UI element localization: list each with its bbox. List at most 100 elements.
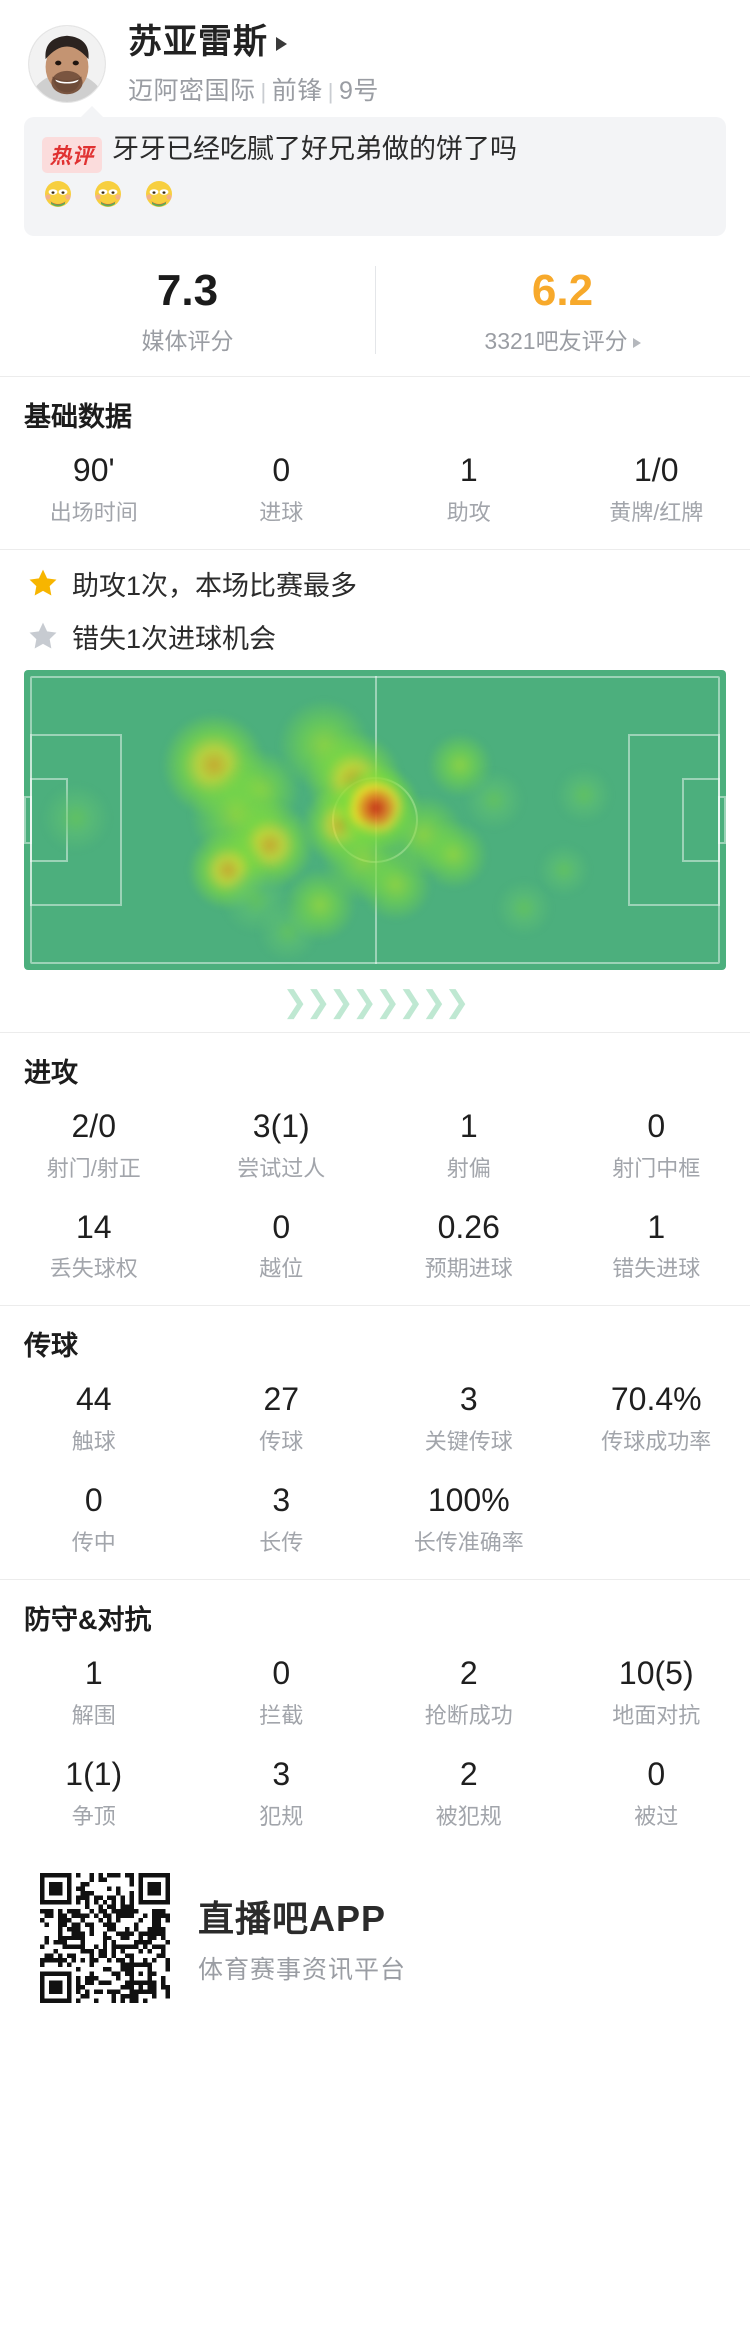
emoji-watermelon-face-1 — [42, 179, 74, 218]
stat-cell: 3 长传 — [188, 1468, 376, 1569]
stat-label: 预期进球 — [424, 1256, 513, 1282]
stat-cell: 1 错失进球 — [563, 1195, 750, 1296]
highlight-row-missed: 错失1次进球机会 — [0, 617, 750, 670]
stat-cell: 10(5) 地面对抗 — [563, 1641, 750, 1742]
stat-label: 射门/射正 — [46, 1155, 141, 1181]
qr-code[interactable] — [40, 1872, 170, 2003]
stat-cell: 44 触球 — [0, 1367, 188, 1468]
stat-label: 出场时间 — [49, 499, 138, 525]
stat-value: 3(1) — [252, 1107, 310, 1144]
heatmap-section: ❯❯❯❯❯❯❯❯ — [0, 669, 750, 1022]
stat-cell: 0 被过 — [563, 1742, 750, 1843]
stat-cell: 2 被犯规 — [375, 1742, 563, 1843]
media-rating-value: 7.3 — [156, 265, 219, 315]
player-name-row[interactable]: 苏亚雷斯 — [128, 22, 379, 63]
stat-value: 0 — [272, 451, 291, 488]
stat-value: 1 — [84, 1654, 103, 1691]
stat-value: 1 — [459, 451, 478, 488]
pitch-six-yard-box-left — [30, 777, 68, 862]
stat-label: 被犯规 — [435, 1803, 502, 1829]
emoji-watermelon-face-3 — [143, 179, 175, 218]
stat-label: 长传准确率 — [413, 1529, 524, 1555]
hot-comment-card[interactable]: 热评 牙牙已经吃腻了好兄弟做的饼了吗 — [24, 105, 726, 236]
stat-value: 0.26 — [437, 1208, 500, 1245]
player-meta: 迈阿密国际 | 前锋 | 9号 — [128, 71, 379, 107]
stat-cell: 3 犯规 — [188, 1742, 376, 1843]
stat-label: 助攻 — [446, 499, 491, 525]
direction-arrows-text: ❯❯❯❯❯❯❯❯ — [282, 985, 469, 1019]
media-rating-label: 媒体评分 — [0, 322, 375, 356]
stat-label: 争顶 — [71, 1803, 116, 1829]
stat-value: 2 — [459, 1654, 478, 1691]
stat-cell: 14 丢失球权 — [0, 1195, 188, 1296]
meta-separator-2: | — [327, 78, 334, 104]
section-title-basic: 基础数据 — [24, 401, 132, 432]
stat-label: 传中 — [71, 1529, 116, 1555]
stat-cell: 2/0 射门/射正 — [0, 1094, 188, 1195]
stat-cell: 1 解围 — [0, 1641, 188, 1742]
stat-cell-empty — [563, 1468, 750, 1569]
rating-fans[interactable]: 6.2 3321吧友评分 — [375, 262, 750, 366]
footer-app-name: 直播吧APP — [198, 1897, 387, 1939]
stat-value: 70.4% — [610, 1381, 702, 1418]
meta-separator-1: | — [260, 78, 267, 104]
stat-label: 关键传球 — [424, 1429, 513, 1455]
stat-value: 1 — [459, 1107, 478, 1144]
pitch-goal-right — [718, 795, 726, 844]
stat-value: 1 — [647, 1208, 666, 1245]
app-footer: 直播吧APP 体育赛事资讯平台 — [0, 1843, 750, 2029]
stat-label: 黄牌/红牌 — [609, 499, 704, 525]
stat-label: 传球 — [259, 1429, 304, 1455]
section-title-defense: 防守&对抗 — [24, 1604, 152, 1635]
stat-cell: 100% 长传准确率 — [375, 1468, 563, 1569]
stat-cell: 0 拦截 — [188, 1641, 376, 1742]
stat-value: 0 — [84, 1482, 103, 1519]
stat-value: 27 — [263, 1381, 300, 1418]
stat-value: 10(5) — [618, 1654, 694, 1691]
stat-value: 14 — [75, 1208, 112, 1245]
stat-label: 拦截 — [259, 1702, 304, 1728]
stat-value: 3 — [459, 1381, 478, 1418]
basic-stats-grid: 90' 出场时间 0 进球 1 助攻 1/0 黄牌/红牌 — [0, 438, 750, 539]
section-title-passing: 传球 — [24, 1331, 78, 1362]
divider-2 — [0, 548, 750, 550]
chevron-right-icon — [276, 37, 287, 52]
fans-rating-value: 6.2 — [531, 265, 594, 315]
stat-value: 90' — [72, 451, 115, 488]
stat-label: 抢断成功 — [424, 1702, 513, 1728]
stat-cell: 90' 出场时间 — [0, 438, 188, 539]
passing-stats-grid: 44 触球 27 传球 3 关键传球 70.4% 传球成功率 0 传中 3 长传 100% 长… — [0, 1367, 750, 1569]
stat-value: 44 — [75, 1381, 112, 1418]
stat-label: 犯规 — [259, 1803, 304, 1829]
stat-label: 错失进球 — [612, 1256, 701, 1282]
stat-value: 2 — [459, 1755, 478, 1792]
stat-value: 1/0 — [634, 451, 679, 488]
stat-value: 0 — [272, 1654, 291, 1691]
pitch-goal-left — [24, 795, 32, 844]
stat-label: 越位 — [259, 1256, 304, 1282]
stat-label: 被过 — [634, 1803, 679, 1829]
stat-label: 解围 — [71, 1702, 116, 1728]
stat-cell: 0 传中 — [0, 1468, 188, 1569]
footer-text: 直播吧APP 体育赛事资讯平台 — [198, 1890, 406, 1986]
footer-tagline: 体育赛事资讯平台 — [198, 1955, 407, 1984]
rating-media: 7.3 媒体评分 — [0, 262, 375, 366]
section-title-attack: 进攻 — [24, 1057, 78, 1088]
highlight-text: 助攻1次，本场比赛最多 — [72, 570, 358, 601]
player-avatar-photo — [29, 26, 105, 103]
stat-label: 长传 — [259, 1529, 304, 1555]
stat-cell: 1/0 黄牌/红牌 — [563, 438, 750, 539]
avatar[interactable] — [28, 25, 106, 104]
pitch-six-yard-box-right — [682, 777, 720, 862]
fans-rating-label: 3321吧友评分 — [375, 322, 750, 356]
stat-value: 3 — [272, 1755, 291, 1792]
star-filled-icon — [26, 566, 60, 600]
stat-cell: 27 传球 — [188, 1367, 376, 1468]
player-heatmap[interactable] — [24, 669, 726, 970]
player-position: 前锋 — [271, 76, 323, 105]
stat-label: 尝试过人 — [237, 1155, 326, 1181]
highlight-row-assist: 助攻1次，本场比赛最多 — [0, 550, 750, 617]
player-team: 迈阿密国际 — [128, 76, 256, 105]
player-name: 苏亚雷斯 — [128, 23, 268, 61]
